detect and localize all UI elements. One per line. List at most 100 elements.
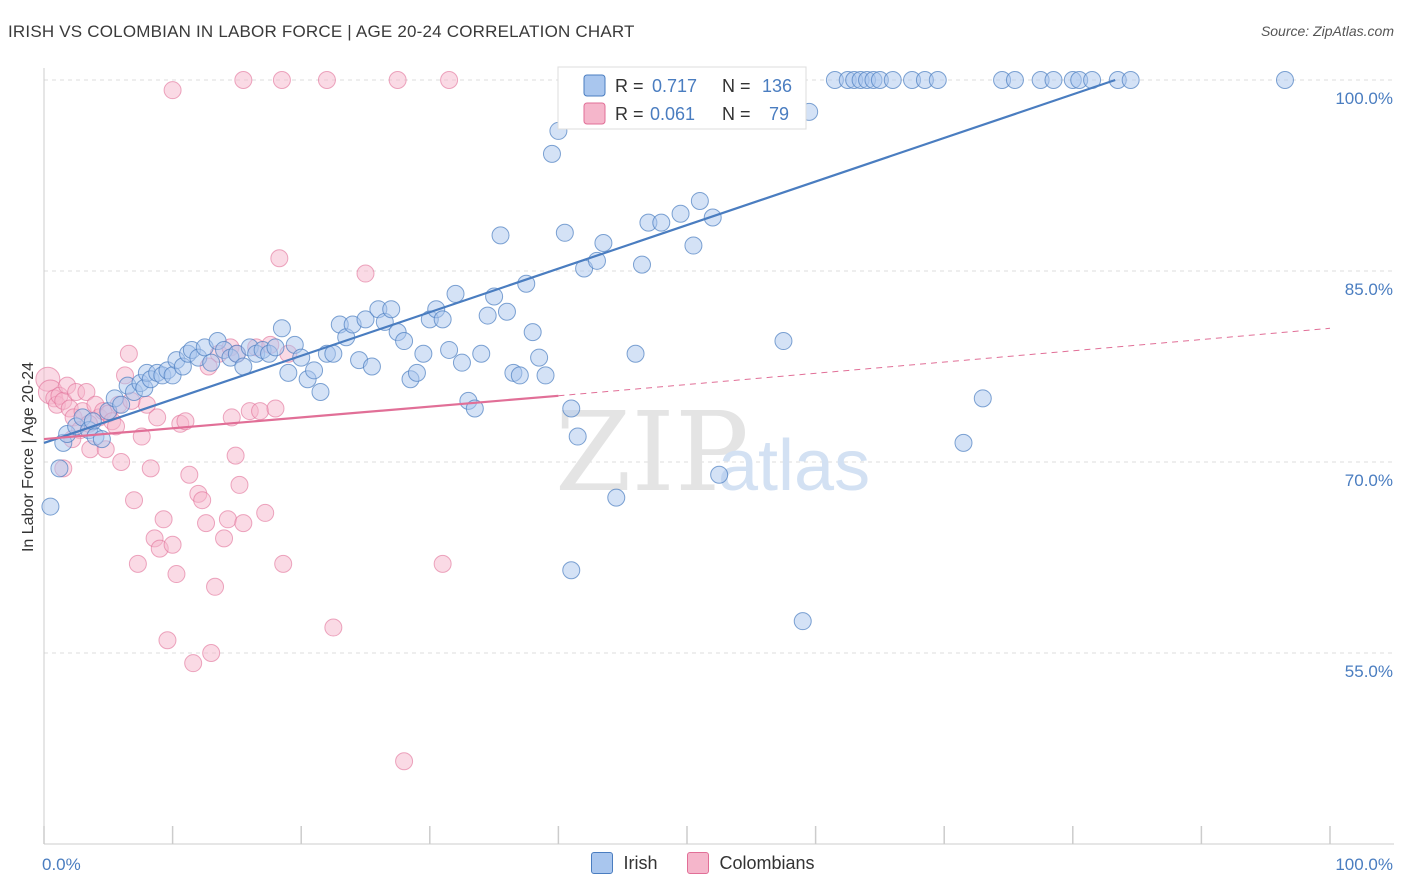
legend-item-irish[interactable]: Irish <box>591 852 657 874</box>
legend-irish-n-label: N = <box>722 76 751 96</box>
point-irish <box>517 274 536 293</box>
point-colombians <box>197 514 216 533</box>
point-colombians <box>184 654 203 673</box>
point-irish <box>1121 71 1140 89</box>
point-colombians <box>119 344 138 363</box>
point-irish <box>382 300 401 319</box>
point-colombians <box>154 510 173 529</box>
point-colombians <box>193 491 212 510</box>
point-irish <box>266 338 285 357</box>
legend-swatch-irish <box>583 74 606 97</box>
legend-colombians-r-label: R = <box>615 104 644 124</box>
point-irish <box>928 71 947 89</box>
tick-labels: 55.0% 70.0% 85.0% 100.0% 0.0% 100.0% <box>42 89 1393 874</box>
point-irish <box>1005 71 1024 89</box>
point-colombians <box>226 446 245 465</box>
source-label: Source: ZipAtlas.com <box>1260 23 1394 39</box>
point-irish <box>594 233 613 252</box>
point-irish <box>305 361 324 380</box>
point-colombians <box>251 402 270 421</box>
point-irish <box>607 488 626 507</box>
point-irish <box>311 382 330 401</box>
y-axis-label: In Labor Force | Age 20-24 <box>20 362 37 552</box>
point-irish <box>112 395 131 414</box>
point-irish <box>652 213 671 232</box>
legend-swatch-colombians-bottom <box>687 852 710 874</box>
point-irish <box>440 340 459 359</box>
point-colombians <box>206 577 225 596</box>
point-colombians <box>272 71 291 89</box>
point-irish <box>407 363 426 382</box>
point-irish <box>562 561 581 580</box>
legend-box: R = 0.717 N = 136 R = 0.061 N = 79 <box>557 66 807 130</box>
point-colombians <box>222 408 241 427</box>
point-irish <box>446 284 465 303</box>
point-colombians <box>215 529 234 548</box>
point-irish <box>568 427 587 446</box>
y-tick-label: 85.0% <box>1345 280 1393 299</box>
point-irish <box>497 302 516 321</box>
point-irish <box>793 612 812 631</box>
point-colombians <box>317 71 336 89</box>
point-irish <box>41 497 60 516</box>
legend-irish-n-value: 136 <box>762 76 792 96</box>
point-irish <box>671 204 690 223</box>
point-irish <box>632 255 651 274</box>
point-irish <box>690 191 709 210</box>
point-colombians <box>141 459 160 478</box>
point-colombians <box>112 453 131 471</box>
trend-lines <box>43 78 1331 444</box>
point-colombians <box>388 71 407 89</box>
legend-irish-r-label: R = <box>615 76 644 96</box>
legend-swatch-colombians <box>583 102 606 125</box>
point-irish <box>555 223 574 242</box>
point-irish <box>472 344 491 363</box>
point-irish <box>562 399 581 418</box>
point-irish <box>710 465 729 484</box>
point-irish <box>202 353 221 372</box>
point-irish <box>684 236 703 255</box>
point-irish <box>536 366 555 385</box>
point-irish <box>523 323 542 342</box>
point-irish <box>414 344 433 363</box>
point-irish <box>626 344 645 363</box>
legend-item-colombians[interactable]: Colombians <box>687 852 815 874</box>
point-irish <box>362 357 381 376</box>
point-irish <box>542 144 561 163</box>
legend-label-colombians: Colombians <box>719 852 815 873</box>
point-irish <box>395 332 414 351</box>
point-colombians <box>395 752 414 771</box>
trend-line-colombians-extension <box>558 327 1331 397</box>
point-irish <box>491 226 510 245</box>
point-irish <box>1044 71 1063 89</box>
point-irish <box>478 306 497 325</box>
legend-colombians-n-value: 79 <box>769 104 789 124</box>
point-irish <box>452 353 471 372</box>
point-colombians <box>234 71 253 89</box>
point-colombians <box>324 618 343 637</box>
point-irish <box>356 310 375 329</box>
point-colombians <box>148 408 167 427</box>
point-irish <box>272 319 291 338</box>
point-colombians <box>218 510 237 529</box>
point-irish <box>433 310 452 329</box>
point-colombians <box>433 554 452 573</box>
point-colombians <box>266 399 285 418</box>
legend-swatch-irish-bottom <box>591 852 614 874</box>
legend-colombians-n-label: N = <box>722 104 751 124</box>
point-colombians <box>356 264 375 283</box>
bottom-legend: Irish Colombians <box>0 852 1406 874</box>
point-irish <box>510 366 529 385</box>
legend-irish-r-value: 0.717 <box>652 76 697 96</box>
point-colombians <box>163 81 182 100</box>
point-colombians <box>234 514 253 533</box>
point-irish <box>954 433 973 452</box>
x-tick-label-min: 0.0% <box>42 855 81 874</box>
point-colombians <box>180 465 199 484</box>
point-irish <box>530 348 549 367</box>
point-colombians <box>202 644 221 662</box>
y-tick-label: 100.0% <box>1335 89 1393 108</box>
x-tick-label-max: 100.0% <box>1335 855 1393 874</box>
chart-title: IRISH VS COLOMBIAN IN LABOR FORCE | AGE … <box>8 22 635 41</box>
